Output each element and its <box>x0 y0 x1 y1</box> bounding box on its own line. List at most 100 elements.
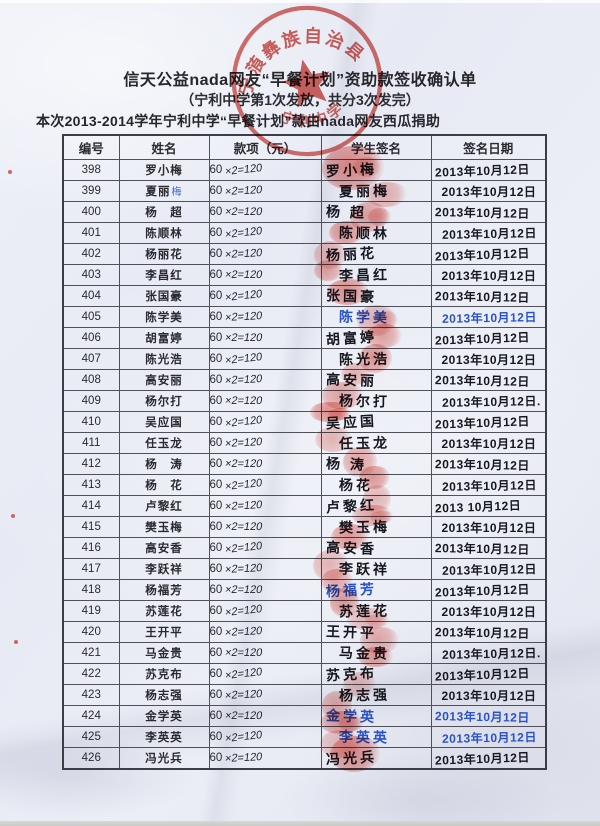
amount-handwritten: ×2=120 <box>224 435 264 451</box>
student-name: 罗小梅 <box>118 159 210 181</box>
handwritten-signature: 高安丽 <box>325 371 377 389</box>
signature-cell: 杨福芳 <box>320 579 432 601</box>
signature-cell: 任玉龙 <box>320 432 432 454</box>
amount-handwritten: ×2=120 <box>224 350 263 368</box>
student-name: 冯光兵 <box>118 747 210 770</box>
date-cell: 2013年10月12日 <box>430 306 547 328</box>
table-row: 413 杨 花 60 ×2=120 杨花 2013年10月12日 <box>62 474 547 496</box>
amount-cell: 60 ×2=120 <box>208 369 322 391</box>
amount-handwritten: ×2=120 <box>224 602 263 620</box>
handwritten-date: 2013年10月12日 <box>434 204 530 221</box>
handwritten-signature: 卢黎红 <box>325 496 377 516</box>
handwritten-date: 2013年10月12日 <box>434 665 530 684</box>
handwritten-signature: 高安香 <box>325 539 377 557</box>
handwritten-signature: 李跃祥 <box>338 560 390 578</box>
amount-cell: 60 ×2=120 <box>208 537 322 559</box>
table-row: 425 李英英 60 ×2=120 李英英 2013年10月12日 <box>62 726 547 748</box>
student-name: 杨福芳 <box>118 579 210 601</box>
row-number: 403 <box>62 264 120 286</box>
row-number: 425 <box>62 726 120 748</box>
handwritten-date: 2013年10月12日 <box>434 413 530 432</box>
signature-cell: 夏丽梅 <box>320 180 432 202</box>
handwritten-signature: 杨丽花 <box>325 244 377 264</box>
handwritten-signature: 陈顺林 <box>338 224 390 242</box>
amount-printed: 60 <box>209 458 223 470</box>
amount-cell: 60 ×2=120 <box>208 306 322 328</box>
handwritten-date: 2013年10月12日 <box>441 225 537 242</box>
amount-cell: 60 ×2=120 <box>208 327 322 349</box>
row-number: 424 <box>62 705 120 727</box>
row-number: 406 <box>62 327 120 349</box>
seal-inner-text: 宁利中学 <box>276 95 351 137</box>
table-row: 422 苏克布 60 ×2=120 苏克布 2013年10月12日 <box>62 663 547 685</box>
signature-cell: 李跃祥 <box>320 558 432 580</box>
row-number: 408 <box>62 369 120 391</box>
handwritten-signature: 胡富婷 <box>325 328 377 348</box>
amount-printed: 60 <box>209 521 223 533</box>
amount-printed: 60 <box>209 269 223 281</box>
date-cell: 2013年10月12日 <box>430 180 547 202</box>
amount-handwritten: ×2=120 <box>224 183 264 199</box>
handwritten-date: 2013 10月12日 <box>434 497 521 516</box>
amount-cell: 60 ×2=120 <box>208 600 322 622</box>
student-name: 杨 超 <box>118 201 210 223</box>
table-row: 424 金学英 60 ×2=120 金学英 2013年10月12日 <box>62 705 547 727</box>
student-name: 李英英 <box>118 726 210 748</box>
amount-printed: 60 <box>209 437 223 449</box>
student-name: 陈顺林 <box>118 222 210 244</box>
row-number: 423 <box>62 684 120 706</box>
scan-edge-bottom <box>0 821 600 826</box>
row-number: 412 <box>62 453 120 475</box>
table-row: 407 陈光浩 60 ×2=120 陈光浩 2013年10月12日 <box>62 348 547 370</box>
table-row: 403 李昌红 60 ×2=120 李昌红 2013年10月12日 <box>62 264 547 286</box>
amount-handwritten: ×2=120 <box>224 206 264 218</box>
student-name: 苏克布 <box>118 663 210 685</box>
handwritten-signature: 陈光浩 <box>338 350 390 368</box>
amount-printed: 60 <box>209 647 223 659</box>
date-cell: 2013年10月12日 <box>430 537 547 559</box>
handwritten-date: 2013年10月12日 <box>434 749 530 768</box>
handwritten-date: 2013年10月12日 <box>441 729 537 746</box>
table-row: 400 杨 超 60 ×2=120 杨 超 2013年10月12日 <box>62 201 547 223</box>
signature-cell: 陈顺林 <box>320 222 432 244</box>
handwritten-signature: 李英英 <box>338 728 390 746</box>
amount-printed: 60 <box>209 374 223 386</box>
amount-printed: 60 <box>209 626 223 638</box>
student-name: 卢黎红 <box>118 495 210 517</box>
amount-handwritten: ×2=120 <box>224 561 264 577</box>
row-number: 419 <box>62 600 120 622</box>
amount-printed: 60 <box>209 668 223 680</box>
row-number: 426 <box>62 747 120 770</box>
amount-handwritten: ×2=120 <box>224 413 263 431</box>
table-row: 399 夏丽梅 60 ×2=120 夏丽梅 2013年10月12日 <box>62 180 547 202</box>
table-row: 415 樊玉梅 60 ×2=120 樊玉梅 2013年10月12日 <box>62 516 547 538</box>
amount-cell: 60 ×2=120 <box>208 285 322 307</box>
row-number: 411 <box>62 432 120 454</box>
amount-handwritten: ×2=120 <box>224 269 264 281</box>
amount-cell: 60 ×2=120 <box>208 495 322 517</box>
amount-handwritten: ×2=120 <box>224 687 264 703</box>
table-row: 419 苏莲花 60 ×2=120 苏莲花 2013年10月12日 <box>62 600 547 622</box>
donor-note: 本次2013-2014学年宁利中学“早餐计划”款由nada网友西瓜捐助 <box>36 113 441 129</box>
handwritten-date: 2013年10月12日 <box>434 540 530 557</box>
date-cell: 2013年10月12日 <box>430 159 547 181</box>
student-name: 夏丽梅 <box>118 180 210 202</box>
row-number: 398 <box>62 159 120 181</box>
amount-printed: 60 <box>209 164 223 176</box>
signature-cell: 杨花 <box>320 474 432 496</box>
row-number: 420 <box>62 621 120 643</box>
date-cell: 2013年10月12日 <box>430 432 547 454</box>
amount-printed: 60 <box>209 584 223 596</box>
handwritten-signature: 苏克布 <box>325 664 377 684</box>
amount-handwritten: ×2=120 <box>224 246 264 262</box>
handwritten-signature: 杨尔打 <box>338 392 390 410</box>
table-body: 398 罗小梅 60 ×2=120 罗小梅 2013年10月12日 399 夏丽梅 60 ×2=1… <box>62 159 547 770</box>
date-cell: 2013年10月12日 <box>430 222 547 244</box>
handwritten-date: 2013年10月12日 <box>441 477 537 494</box>
amount-cell: 60 ×2=120 <box>208 684 322 706</box>
scan-edge-top <box>0 0 600 3</box>
handwritten-date: 2013年10月12日. <box>441 393 541 410</box>
handwritten-date: 2013年10月12日 <box>434 456 530 473</box>
date-cell: 2013年10月12日 <box>430 474 547 496</box>
